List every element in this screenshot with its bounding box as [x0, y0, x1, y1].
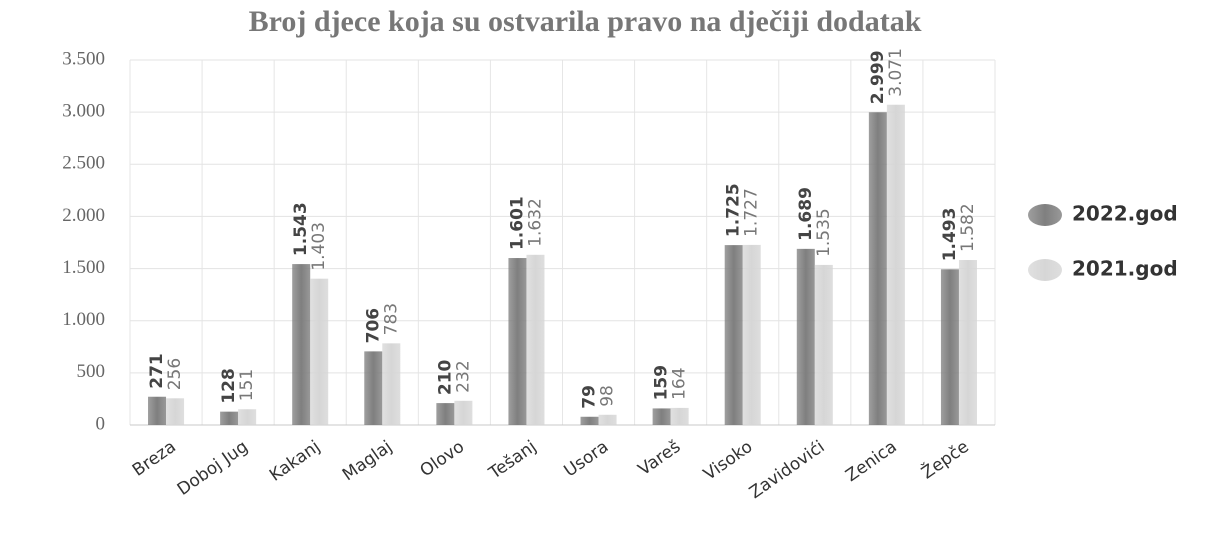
value-label: 98 [598, 385, 618, 407]
value-label: 706 [363, 308, 383, 344]
y-tick-label: 2.500 [62, 153, 105, 174]
bar [724, 245, 743, 425]
value-label: 151 [237, 369, 257, 401]
value-label: 210 [435, 359, 455, 395]
value-label: 159 [652, 365, 672, 401]
bar [652, 408, 671, 425]
value-label: 1.582 [958, 203, 978, 252]
x-tick-label: Zenica [842, 437, 900, 486]
value-label: 1.535 [814, 208, 834, 257]
x-tick-label: Zavidovići [746, 437, 829, 503]
value-label: 1.727 [742, 188, 762, 237]
value-label: 783 [381, 303, 401, 335]
y-tick-label: 1.500 [62, 257, 105, 278]
legend-label: 2022.god [1072, 202, 1178, 226]
y-tick-label: 0 [96, 413, 106, 434]
value-label: 79 [580, 385, 600, 409]
bar [364, 351, 383, 425]
value-label: 232 [453, 360, 473, 392]
bar [670, 407, 689, 425]
bar [796, 248, 815, 425]
bar [958, 260, 977, 425]
bar [598, 414, 617, 425]
bar [436, 403, 455, 425]
legend-swatch [1028, 204, 1062, 226]
bar [508, 258, 527, 425]
value-label: 271 [147, 353, 167, 389]
bar [292, 264, 311, 425]
value-label: 128 [219, 368, 239, 404]
x-tick-label: Žepče [917, 435, 973, 483]
bar [580, 416, 599, 425]
x-tick-label: Usora [561, 437, 613, 482]
x-tick-label: Visoko [700, 437, 756, 485]
x-tick-label: Olovo [417, 437, 469, 481]
x-tick-label: Doboj Jug [174, 437, 252, 500]
bar [742, 244, 761, 425]
legend-label: 2021.god [1072, 257, 1178, 281]
bar [220, 411, 239, 425]
y-tick-label: 500 [77, 361, 106, 382]
bar [526, 254, 545, 425]
bar [148, 396, 167, 425]
y-tick-label: 3.000 [62, 101, 105, 122]
bar [940, 269, 959, 425]
value-label: 164 [670, 367, 690, 399]
bar [310, 278, 329, 425]
value-label: 1.725 [724, 183, 744, 237]
x-tick-label: Maglaj [339, 437, 396, 485]
value-label: 1.601 [507, 196, 527, 250]
x-tick-label: Kakanj [266, 437, 324, 486]
value-label: 1.403 [309, 222, 329, 271]
value-label: 3.071 [886, 48, 906, 97]
y-tick-label: 2.000 [62, 205, 105, 226]
value-label: 1.493 [940, 208, 960, 262]
bar [886, 104, 905, 425]
value-label: 1.689 [796, 187, 816, 241]
value-label: 1.543 [291, 202, 311, 256]
y-tick-label: 3.500 [62, 48, 105, 69]
bar [238, 409, 257, 425]
x-tick-label: Breza [129, 437, 180, 481]
bar [814, 264, 833, 425]
chart-title: Broj djece koja su ostvarila pravo na dj… [249, 5, 922, 38]
y-tick-label: 1.000 [62, 309, 105, 330]
bar [166, 398, 185, 425]
bar [868, 112, 887, 426]
x-tick-label: Tešanj [485, 437, 540, 484]
value-label: 1.632 [525, 198, 545, 247]
legend-swatch [1028, 259, 1062, 281]
x-tick-label: Vareš [635, 437, 685, 480]
bar [382, 343, 401, 425]
bar [454, 400, 473, 425]
value-label: 256 [165, 358, 185, 390]
value-label: 2.999 [868, 50, 888, 104]
